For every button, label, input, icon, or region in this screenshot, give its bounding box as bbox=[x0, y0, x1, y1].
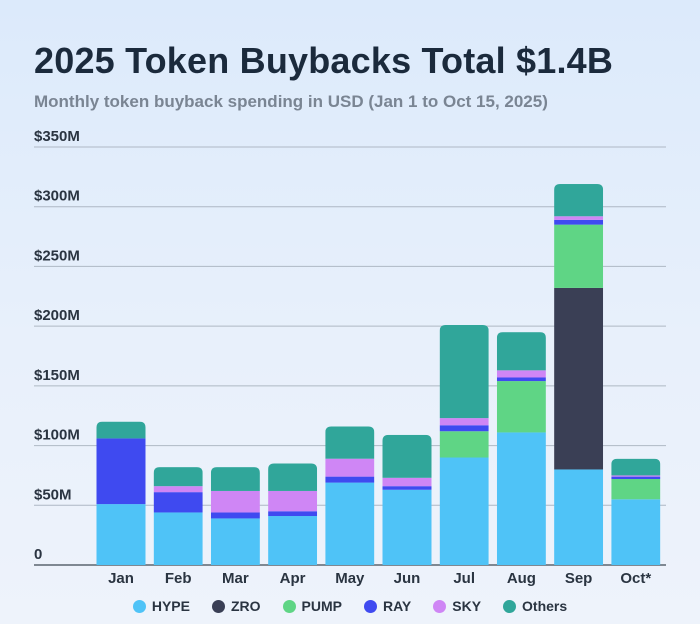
legend-label: PUMP bbox=[301, 598, 342, 614]
bars bbox=[96, 184, 661, 565]
y-axis-ticks: 0 $50M $100M $150M $200M $250M $300M $350M bbox=[34, 128, 80, 563]
bar-segment-others bbox=[439, 324, 489, 419]
bar-segment-pump bbox=[554, 224, 604, 288]
bar-segment-ray bbox=[268, 511, 318, 517]
legend-item: RAY bbox=[363, 598, 412, 614]
bar-segment-others bbox=[96, 421, 146, 439]
bar-segment-others bbox=[210, 467, 260, 491]
bar-segment-hype bbox=[382, 489, 432, 565]
bar-segment-ray bbox=[325, 476, 375, 483]
bar-segment-hype bbox=[496, 432, 546, 565]
bar-stack bbox=[382, 434, 432, 565]
bar-segment-hype bbox=[554, 469, 604, 565]
y-tick-label: $250M bbox=[34, 247, 80, 264]
bar-segment-others bbox=[554, 184, 604, 217]
x-tick-label: Aug bbox=[507, 570, 536, 587]
bar-stack bbox=[554, 184, 604, 565]
bar-segment-sky bbox=[153, 486, 203, 493]
bar-segment-sky bbox=[210, 490, 260, 513]
bar-segment-ray bbox=[439, 425, 489, 432]
legend-label: ZRO bbox=[230, 598, 261, 614]
legend-item: Others bbox=[503, 598, 567, 614]
bar-segment-hype bbox=[153, 512, 203, 565]
x-tick-label: Jun bbox=[394, 570, 421, 587]
y-tick-label: $200M bbox=[34, 307, 80, 324]
bar-segment-ray bbox=[496, 377, 546, 382]
bar-segment-others bbox=[611, 458, 661, 476]
bar-segment-hype bbox=[210, 518, 260, 565]
y-tick-label: $350M bbox=[34, 128, 80, 145]
x-tick-label: Sep bbox=[565, 570, 593, 587]
bar-stack bbox=[325, 426, 375, 565]
legend-item: PUMP bbox=[282, 598, 342, 614]
bar-segment-sky bbox=[439, 418, 489, 426]
x-tick-label: May bbox=[335, 570, 365, 587]
bar-segment-others bbox=[382, 434, 432, 478]
bar-stack bbox=[496, 332, 546, 565]
bar-segment-others bbox=[325, 426, 375, 459]
chart-subtitle: Monthly token buyback spending in USD (J… bbox=[34, 92, 548, 111]
x-tick-label: Jul bbox=[453, 570, 475, 587]
legend-label: RAY bbox=[382, 598, 412, 614]
legend-label: SKY bbox=[452, 598, 482, 614]
bar-segment-hype bbox=[325, 482, 375, 565]
bar-segment-hype bbox=[268, 516, 318, 565]
legend-swatch bbox=[211, 599, 225, 613]
bar-stack bbox=[439, 324, 489, 565]
legend-swatch bbox=[433, 599, 447, 613]
bar-segment-others bbox=[153, 467, 203, 487]
bar-segment-pump bbox=[496, 381, 546, 433]
bar-stack bbox=[96, 421, 146, 565]
y-tick-label: $100M bbox=[34, 427, 80, 444]
bar-segment-pump bbox=[439, 431, 489, 458]
bar-segment-ray bbox=[611, 476, 661, 480]
bar-stack bbox=[210, 467, 260, 565]
x-tick-label: Jan bbox=[108, 570, 134, 587]
bar-segment-ray bbox=[382, 486, 432, 490]
legend-item: HYPE bbox=[132, 598, 190, 614]
bar-segment-others bbox=[268, 463, 318, 491]
legend-swatch bbox=[282, 599, 296, 613]
y-tick-label: $50M bbox=[34, 486, 72, 503]
x-tick-label: Apr bbox=[280, 570, 306, 587]
x-axis-ticks: Jan Feb Mar Apr May Jun Jul Aug Sep Oct* bbox=[108, 570, 651, 587]
y-tick-label: 0 bbox=[34, 546, 42, 563]
bar-segment-others bbox=[496, 332, 546, 371]
bar-stack bbox=[268, 463, 318, 565]
bar-stack bbox=[153, 467, 203, 565]
bar-segment-sky bbox=[611, 475, 661, 477]
x-tick-label: Oct* bbox=[620, 570, 651, 587]
bar-segment-ray bbox=[210, 512, 260, 519]
legend-label: HYPE bbox=[151, 598, 190, 614]
legend-item: ZRO bbox=[211, 598, 261, 614]
chart-legend: HYPE ZRO PUMP RAY SKY Others bbox=[0, 598, 700, 614]
legend-swatch bbox=[363, 599, 377, 613]
bar-segment-sky bbox=[554, 216, 604, 220]
x-tick-label: Feb bbox=[165, 570, 192, 587]
y-tick-label: $150M bbox=[34, 367, 80, 384]
chart-title: 2025 Token Buybacks Total $1.4B bbox=[34, 40, 614, 81]
x-tick-label: Mar bbox=[222, 570, 249, 587]
bar-segment-sky bbox=[325, 458, 375, 477]
bar-segment-hype bbox=[611, 499, 661, 565]
y-tick-label: $300M bbox=[34, 188, 80, 205]
legend-swatch bbox=[503, 599, 517, 613]
legend-swatch bbox=[132, 599, 146, 613]
bar-segment-sky bbox=[382, 477, 432, 487]
bar-segment-zro bbox=[554, 287, 604, 470]
bar-segment-pump bbox=[611, 479, 661, 500]
bar-segment-ray bbox=[554, 219, 604, 225]
bar-segment-ray bbox=[153, 492, 203, 513]
bar-segment-sky bbox=[496, 370, 546, 378]
bar-segment-hype bbox=[96, 504, 146, 565]
legend-label: Others bbox=[522, 598, 568, 614]
bar-stack bbox=[611, 458, 661, 565]
legend-item: SKY bbox=[433, 598, 481, 614]
bar-segment-hype bbox=[439, 457, 489, 565]
bar-segment-ray bbox=[96, 438, 146, 505]
bar-segment-sky bbox=[268, 490, 318, 512]
